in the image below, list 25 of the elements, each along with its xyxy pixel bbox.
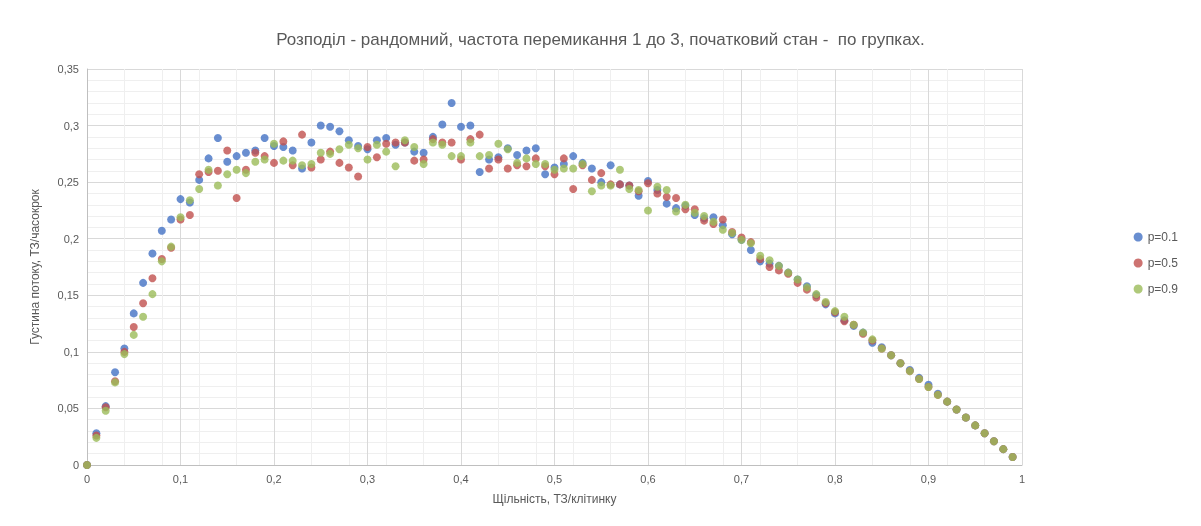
y-tick-label: 0 <box>72 459 79 471</box>
y-axis-title: Густина потоку, ТЗ/часокрок <box>28 188 42 345</box>
x-axis-title: Щільність, ТЗ/клітинку <box>492 492 617 506</box>
x-tick-label: 1 <box>1018 472 1026 485</box>
y-tick-label: 0,15 <box>57 289 79 302</box>
chart-title: Розподіл - рандомний, частота перемикання 1 до 3, початковий стан - по групках. <box>276 30 925 49</box>
x-tick-label: 0,5 <box>546 472 563 485</box>
x-tick-label: 0,7 <box>733 472 750 485</box>
x-tick-label: 0,4 <box>453 472 469 485</box>
y-tick-label: 0,3 <box>63 119 79 132</box>
x-tick-label: 0,1 <box>172 472 189 485</box>
legend-label: p=0.1 <box>1147 230 1179 244</box>
y-tick-label: 0,1 <box>63 345 79 358</box>
x-tick-label: 0,6 <box>640 472 656 485</box>
x-tick-label: 0,9 <box>920 472 937 485</box>
x-tick-label: 0,8 <box>827 472 843 485</box>
y-tick-label: 0,25 <box>57 176 79 189</box>
y-tick-label: 0,2 <box>63 232 79 245</box>
y-tick-label: 0,35 <box>57 63 79 75</box>
y-tick-label: 0,05 <box>57 402 79 415</box>
legend-label: p=0.9 <box>1147 282 1179 296</box>
legend-label: p=0.5 <box>1147 256 1179 270</box>
x-tick-label: 0,2 <box>266 472 282 485</box>
x-tick-label: 0 <box>83 472 91 485</box>
x-tick-label: 0,3 <box>359 472 376 485</box>
